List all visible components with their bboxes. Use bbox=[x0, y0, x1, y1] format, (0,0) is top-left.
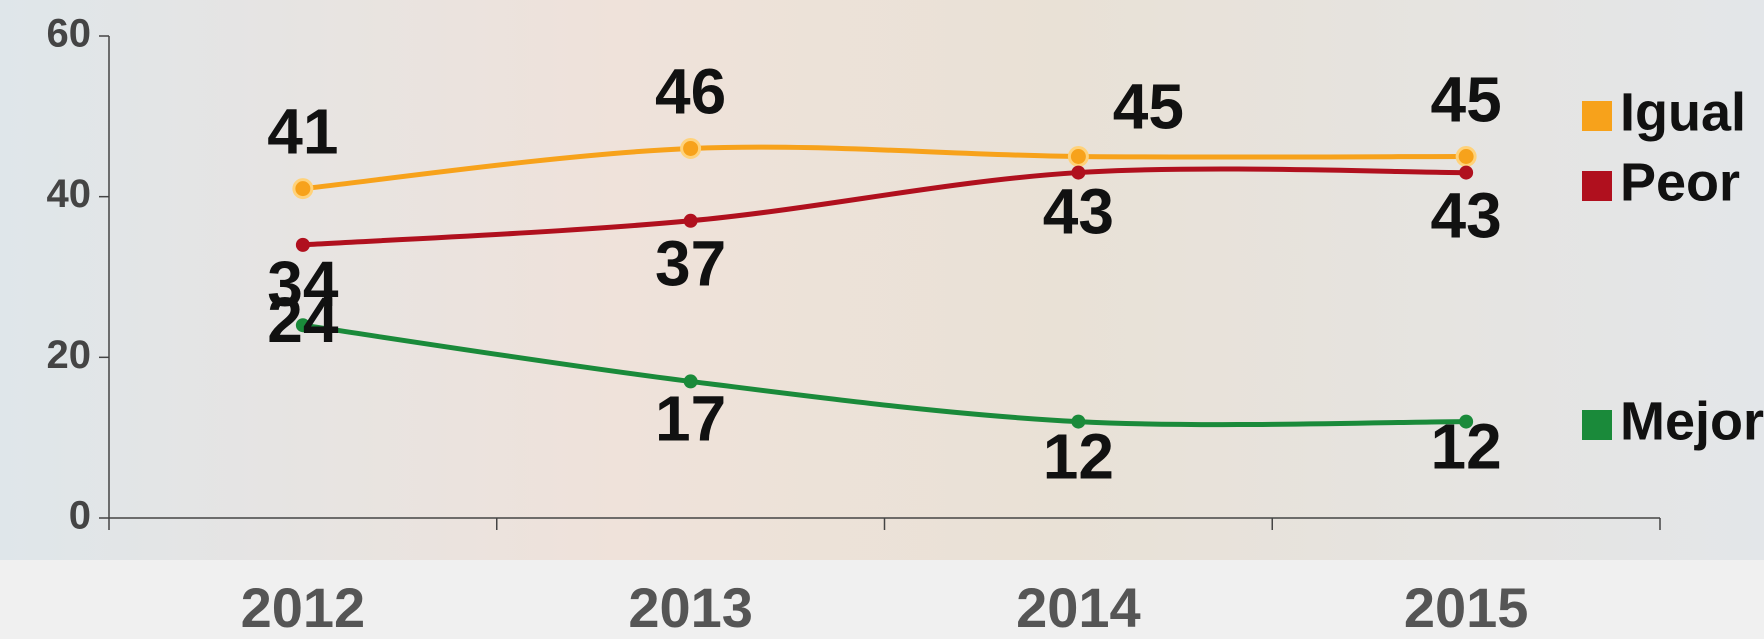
point bbox=[680, 137, 702, 159]
data-label: 45 bbox=[1113, 70, 1184, 142]
point bbox=[1067, 146, 1089, 167]
data-label: 46 bbox=[655, 55, 726, 127]
data-label: 41 bbox=[267, 96, 338, 168]
y-tick-label: 0 bbox=[69, 494, 91, 538]
data-label: 12 bbox=[1431, 411, 1502, 483]
series-line bbox=[302, 322, 1467, 428]
footer-band bbox=[0, 560, 1764, 639]
point bbox=[683, 374, 698, 389]
series-line bbox=[302, 166, 1467, 248]
data-label: 43 bbox=[1043, 175, 1114, 247]
legend-swatch bbox=[1582, 410, 1612, 440]
point bbox=[1459, 165, 1474, 180]
legend-swatch bbox=[1582, 171, 1612, 201]
point bbox=[1459, 414, 1474, 429]
legend-label: Peor bbox=[1620, 152, 1740, 212]
x-tick-label: 2012 bbox=[241, 576, 366, 639]
x-tick-label: 2015 bbox=[1404, 576, 1529, 639]
data-label: 17 bbox=[655, 382, 726, 454]
point bbox=[295, 237, 310, 252]
legend-swatch bbox=[1582, 101, 1612, 131]
data-label: 12 bbox=[1043, 421, 1114, 493]
x-tick-label: 2013 bbox=[628, 576, 753, 639]
data-label: 45 bbox=[1431, 63, 1502, 135]
series-line bbox=[302, 144, 1467, 192]
data-label: 24 bbox=[267, 284, 339, 356]
data-label: 43 bbox=[1431, 179, 1502, 251]
point bbox=[1455, 146, 1477, 167]
point bbox=[292, 178, 314, 200]
y-tick-label: 20 bbox=[47, 333, 92, 377]
point bbox=[1071, 165, 1086, 180]
legend-label: Mejor bbox=[1620, 391, 1764, 451]
point bbox=[295, 318, 310, 333]
data-label: 37 bbox=[655, 228, 726, 300]
x-tick-label: 2014 bbox=[1016, 576, 1141, 639]
background-photo bbox=[0, 0, 1764, 560]
data-label: 34 bbox=[267, 248, 339, 320]
y-tick-label: 60 bbox=[47, 12, 92, 56]
point bbox=[1071, 414, 1086, 429]
legend-label: Igual bbox=[1620, 82, 1746, 142]
point bbox=[683, 213, 698, 228]
y-tick-label: 40 bbox=[47, 172, 92, 216]
